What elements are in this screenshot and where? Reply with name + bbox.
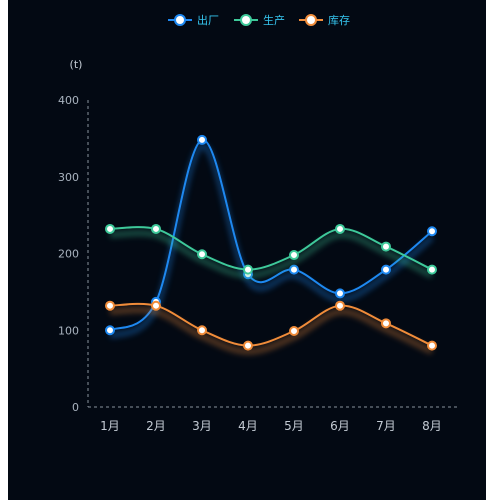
data-point[interactable] — [335, 223, 345, 234]
y-tick-label: 0 — [72, 401, 79, 414]
data-point[interactable] — [105, 300, 115, 311]
data-point[interactable] — [105, 223, 115, 234]
legend-item[interactable]: 生产 — [234, 13, 285, 27]
chart-panel: 出厂 生产 库存 (t) 0 100 200 300 400 1月 2月 3月 4月 5月 6月 7月 8… — [8, 0, 486, 500]
legend-label: 生产 — [263, 13, 285, 27]
data-point[interactable] — [427, 340, 437, 351]
legend-marker-icon — [174, 14, 186, 26]
data-point[interactable] — [427, 226, 437, 237]
legend-item[interactable]: 出厂 — [168, 13, 219, 27]
y-tick-label: 200 — [58, 248, 79, 261]
legend-label: 出厂 — [197, 13, 219, 27]
data-point[interactable] — [381, 318, 391, 329]
x-tick-label: 7月 — [376, 419, 396, 433]
series-line-glow — [109, 230, 434, 279]
data-point[interactable] — [151, 223, 161, 234]
data-point[interactable] — [289, 250, 299, 261]
y-axis-unit: (t) — [70, 58, 83, 71]
legend-marker-icon — [240, 14, 252, 26]
data-point[interactable] — [197, 325, 207, 336]
data-point[interactable] — [197, 134, 207, 145]
y-axis: 0 100 200 300 400 — [58, 94, 89, 414]
data-point[interactable] — [243, 264, 253, 275]
data-point[interactable] — [105, 325, 115, 336]
legend-marker-icon — [305, 14, 317, 26]
x-tick-label: 1月 — [100, 419, 120, 433]
y-tick-label: 400 — [58, 94, 79, 107]
data-point[interactable] — [335, 288, 345, 299]
data-point[interactable] — [381, 241, 391, 252]
data-point[interactable] — [335, 300, 345, 311]
data-point[interactable] — [289, 264, 299, 275]
x-tick-label: 4月 — [238, 419, 258, 433]
line-chart: 出厂 生产 库存 (t) 0 100 200 300 400 1月 2月 3月 4月 5月 6月 7月 8… — [58, 13, 458, 433]
series-2 — [105, 223, 437, 279]
data-point[interactable] — [151, 300, 161, 311]
data-point[interactable] — [427, 264, 437, 275]
x-tick-label: 8月 — [422, 419, 442, 433]
x-tick-label: 2月 — [146, 419, 166, 433]
y-tick-label: 300 — [58, 171, 79, 184]
legend-label: 库存 — [328, 13, 350, 27]
y-tick-label: 100 — [58, 324, 79, 337]
legend-item[interactable]: 库存 — [299, 13, 350, 27]
data-point[interactable] — [381, 264, 391, 275]
data-point[interactable] — [289, 326, 299, 337]
data-point[interactable] — [243, 340, 253, 351]
x-tick-label: 3月 — [192, 419, 212, 433]
x-tick-label: 5月 — [284, 419, 304, 433]
legend[interactable]: 出厂 生产 库存 — [168, 13, 350, 27]
data-point[interactable] — [197, 249, 207, 260]
series-layer — [105, 134, 437, 355]
series-line-glow — [109, 306, 434, 355]
series-3 — [105, 300, 437, 355]
series-line-glow — [108, 143, 434, 340]
x-axis: 1月 2月 3月 4月 5月 6月 7月 8月 — [88, 406, 458, 433]
x-tick-label: 6月 — [330, 419, 350, 433]
